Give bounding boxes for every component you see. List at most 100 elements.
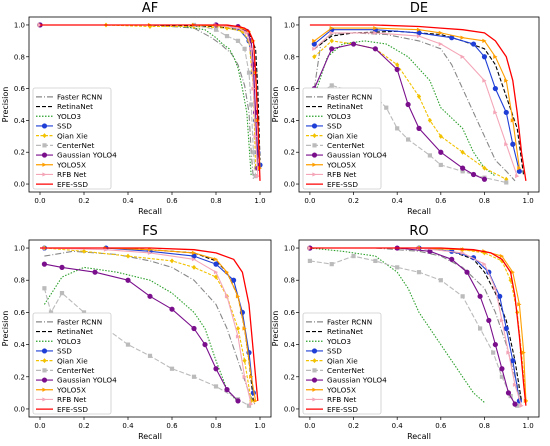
data-point [41, 261, 48, 267]
legend-label: CenterNet [327, 141, 365, 150]
data-point [491, 350, 496, 355]
data-point [481, 176, 488, 182]
x-tick-label: 1.0 [254, 422, 265, 430]
legend-label: Gaussian YOLO4 [57, 376, 117, 385]
y-tick-label: 1.0 [14, 245, 25, 253]
data-point [169, 258, 175, 264]
x-tick-label: 0.2 [348, 197, 359, 205]
chart-panel-de: 0.0 0.2 0.4 0.6 0.8 1.0 0.0 0.2 0.4 0.6 0.8 1.0 DE Re… [271, 1, 540, 216]
data-point [191, 257, 197, 262]
data-point [329, 46, 335, 52]
legend-label: RFB Net [57, 170, 87, 179]
data-point [213, 27, 219, 32]
legend-marker [312, 387, 317, 392]
data-point [499, 253, 505, 259]
data-point [329, 38, 334, 44]
y-tick-label: 0.0 [284, 181, 295, 189]
y-tick-label: 0.0 [14, 405, 25, 413]
data-point [147, 250, 153, 255]
data-point [312, 46, 317, 51]
legend-marker [312, 368, 317, 373]
data-point [497, 293, 503, 299]
data-point [510, 358, 516, 364]
y-tick-label: 0.4 [14, 341, 26, 349]
data-point [213, 261, 219, 267]
y-tick-label: 1.0 [284, 21, 295, 29]
data-point [224, 33, 230, 39]
data-point [81, 248, 87, 254]
chart-title: DE [410, 1, 428, 16]
plot-frame [298, 16, 540, 193]
data-point [504, 78, 509, 83]
x-tick-label: 0.2 [78, 197, 89, 205]
data-point [235, 334, 241, 339]
legend-marker [42, 143, 47, 148]
series-line-qian-xie [313, 40, 507, 180]
legend-label: CenterNet [57, 141, 95, 150]
series-line-efe-ssd [309, 247, 527, 406]
x-tick-label: 0.4 [122, 422, 134, 430]
y-tick-label: 0.4 [14, 117, 26, 125]
data-point [202, 341, 208, 348]
y-tick-label: 0.8 [14, 277, 25, 285]
legend-marker [311, 123, 318, 129]
series-line-centernet [40, 24, 257, 177]
data-point [460, 35, 465, 40]
data-point [510, 118, 515, 123]
series-group [40, 245, 259, 408]
plot-frame [28, 239, 272, 418]
y-tick-label: 0.6 [14, 85, 26, 93]
data-point [244, 30, 249, 36]
data-point [416, 125, 422, 131]
y-tick-label: 0.2 [284, 149, 295, 157]
legend-marker [41, 123, 48, 129]
y-axis-label: Precision [1, 311, 10, 347]
data-point [249, 102, 254, 107]
x-tick-label: 0.6 [166, 422, 178, 430]
data-point [499, 258, 505, 264]
legend-label: RetinaNet [327, 327, 363, 336]
data-point [460, 149, 465, 155]
chart-panel-af: 0.0 0.2 0.4 0.6 0.8 1.0 0.0 0.2 0.4 0.6 0.8 1.0 AF Re… [1, 1, 272, 216]
data-point [59, 291, 65, 296]
x-tick-label: 0.6 [435, 197, 447, 205]
data-point [253, 398, 258, 404]
data-point [373, 258, 378, 264]
data-point [504, 176, 509, 182]
data-point [329, 262, 334, 267]
data-point [394, 66, 400, 73]
x-tick-label: 0.6 [435, 422, 447, 430]
data-point [246, 403, 252, 408]
data-point [242, 374, 247, 379]
legend-marker [42, 397, 47, 402]
data-point [253, 173, 258, 179]
data-point [249, 46, 254, 51]
data-point [508, 277, 513, 283]
data-point [213, 270, 219, 275]
data-point [519, 403, 524, 408]
data-point [493, 286, 498, 291]
x-axis-label: Recall [407, 432, 431, 441]
data-point [235, 26, 241, 31]
y-axis-label: Precision [271, 87, 280, 123]
data-point [251, 86, 256, 91]
data-point [492, 341, 498, 348]
data-point [499, 318, 505, 323]
data-point [395, 126, 400, 131]
data-point [235, 326, 241, 331]
data-point [438, 133, 443, 139]
y-tick-label: 0.0 [14, 181, 25, 189]
legend-label: SSD [57, 122, 72, 131]
data-point [460, 165, 466, 171]
data-point [231, 277, 237, 283]
data-point [499, 366, 505, 372]
data-point [416, 94, 422, 100]
data-point [242, 326, 247, 331]
data-point [438, 41, 443, 47]
data-point [477, 326, 483, 331]
y-tick-label: 0.2 [284, 373, 295, 381]
x-tick-label: 0.0 [304, 197, 315, 205]
legend-label: Faster RCNN [327, 317, 372, 326]
